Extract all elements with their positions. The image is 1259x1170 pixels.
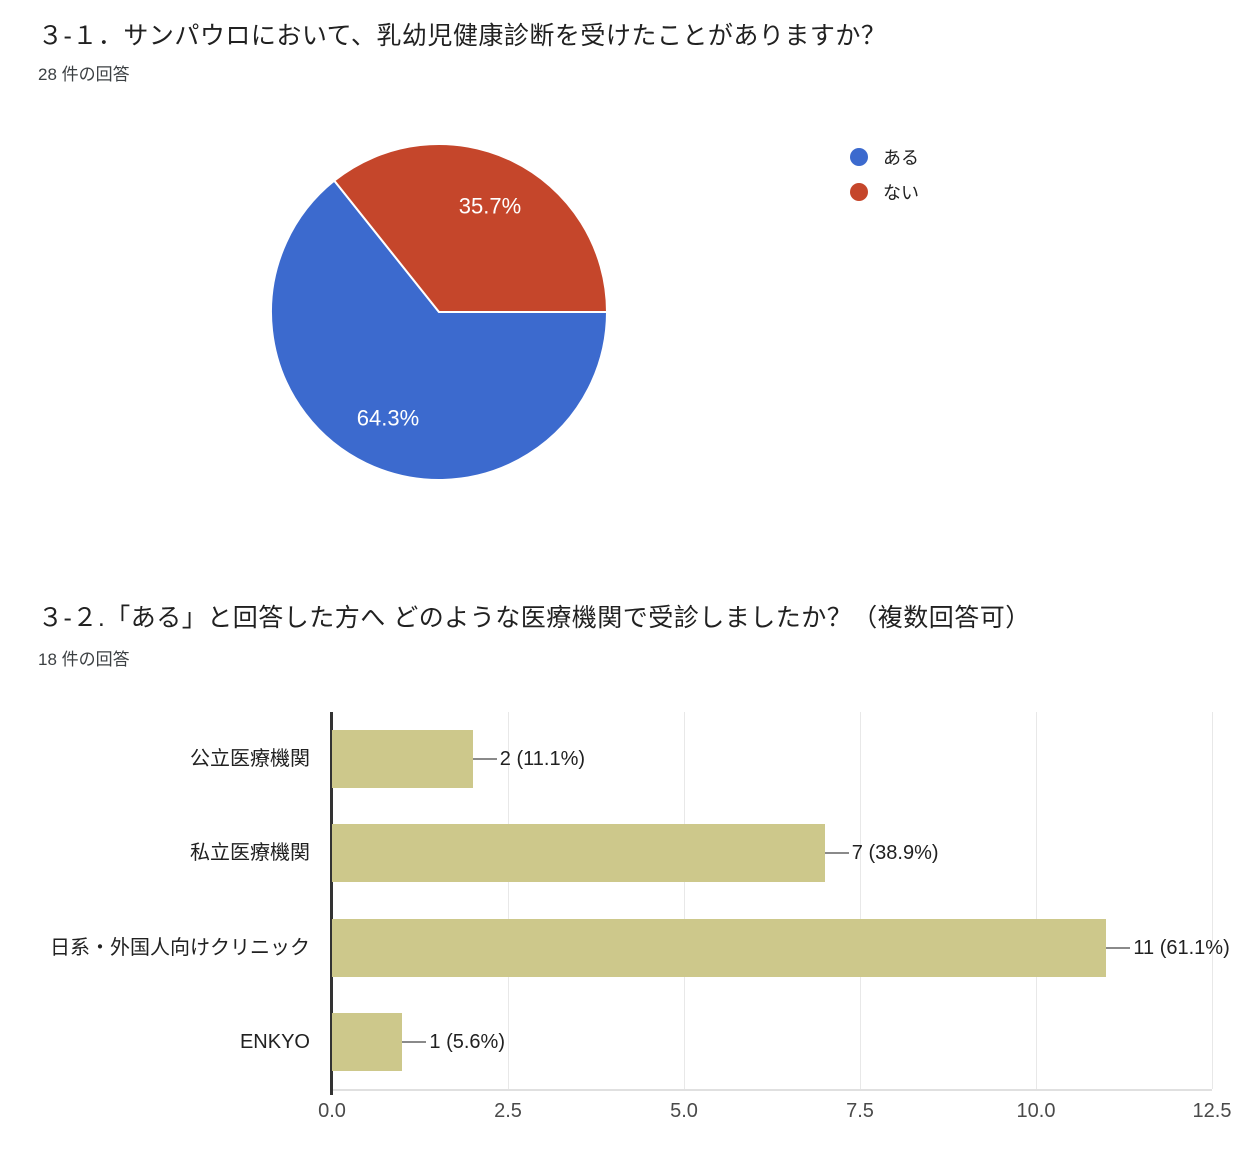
bar-value-label: 2 (11.1%) [499,748,586,771]
bar-value-label: 11 (61.1%) [1133,936,1230,959]
value-leader-line [1106,946,1131,949]
x-axis-tick-labels: 0.0 2.5 5.0 7.5 10.0 12.5 [318,1100,1231,1124]
x-tick-label: 7.5 [846,1100,874,1122]
pie-slice-1 [270,179,608,481]
question-2-response-count: 18 件の回答 [38,650,130,669]
legend-label: ない [883,183,919,203]
category-label: 日系・外国人向けクリニック [50,936,310,959]
legend-color-dot [850,148,868,166]
legend-item: ない [850,183,919,203]
value-leader-line [402,1040,427,1043]
x-tick-label: 5.0 [670,1100,698,1122]
pie-legend: ある ない [850,148,919,218]
bar-chart-plot-area: 2 (11.1%) 7 (38.9%) 11 (61.1%) 1 (5.6%) [330,712,1230,1095]
pie-chart-svg: 64.3% 35.7% [270,143,608,481]
gridline-5.0 [683,712,685,1089]
legend-color-dot [850,183,868,201]
question-2-title: ３-２.「ある」と回答した方へ どのような医療機関で受診しましたか？（複数回答可… [38,604,1031,632]
legend-label: ある [883,148,919,168]
gridline-12.5 [1211,712,1213,1089]
bar-4 [332,1012,403,1071]
x-tick-label: 12.5 [1192,1100,1232,1122]
category-label: 私立医療機関 [190,842,310,865]
bar-1 [332,730,473,789]
bar-2 [332,824,825,883]
question-1-response-count: 28 件の回答 [38,65,130,84]
gridline-10.0 [1035,712,1037,1089]
y-axis-line [330,712,333,1095]
pie-slice-2 [333,143,608,313]
bar-value-label: 7 (38.9%) [851,842,939,865]
question-1-title: ３-１．サンパウロにおいて、乳幼児健康診断を受けたことがありますか？ [38,22,887,50]
category-label: ENKYO [239,1030,310,1053]
category-label: 公立医療機関 [190,748,310,771]
pie-chart: 64.3% 35.7% [269,142,609,482]
bar-3 [332,918,1107,977]
bar-category-labels: 公立医療機関 私立医療機関日系・外国人向けクリニック ENKYO [0,712,310,1089]
pie-percent-label: 35.7% [459,194,521,219]
pie-percent-label: 64.3% [357,406,419,431]
bar-value-label: 1 (5.6%) [429,1030,505,1053]
gridline-7.5 [859,712,861,1089]
value-leader-line [824,852,849,855]
x-tick-label: 0.0 [318,1100,346,1122]
gridline-2.5 [507,712,509,1089]
legend-item: ある [850,148,919,168]
x-tick-label: 10.0 [1016,1100,1056,1122]
x-tick-label: 2.5 [494,1100,522,1122]
value-leader-line [472,758,497,761]
